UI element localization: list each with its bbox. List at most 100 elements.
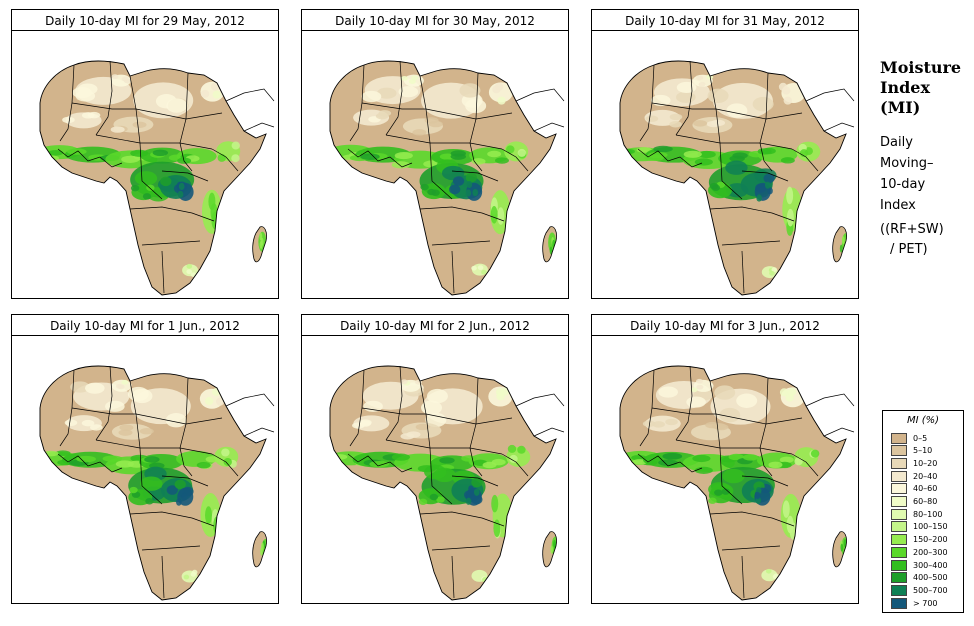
moisture-patch [174,479,186,490]
moisture-patch [497,96,506,105]
moisture-patch [722,468,745,484]
moisture-patch [375,112,389,120]
legend-swatch [891,432,907,444]
arabian-peninsula-outline [225,393,275,437]
moisture-patch [105,400,125,412]
moisture-patch [707,88,729,103]
moisture-patch [669,113,683,121]
moisture-patch [361,90,382,103]
map-canvas [619,365,855,601]
legend-label: 500–700 [913,585,948,595]
moisture-patch [512,247,518,257]
moisture-patch [652,421,665,428]
moisture-patch [411,75,419,81]
legend-label: > 700 [913,598,938,608]
moisture-patch [200,89,210,98]
moisture-patch [259,240,263,249]
moisture-patch [757,148,772,155]
panel-title: Daily 10-day MI for 2 Jun., 2012 [301,314,569,338]
moisture-patch [215,397,225,406]
moisture-patch [509,454,518,463]
moisture-patch [412,129,427,136]
moisture-patch [683,150,702,158]
moisture-patch [692,454,711,463]
moisture-patch [698,81,706,87]
map-canvas [619,60,855,296]
moisture-patch [676,81,697,94]
moisture-patch [752,96,774,112]
moisture-patch [436,496,445,503]
moisture-patch [644,154,665,162]
moisture-patch [85,382,105,394]
panel-title: Daily 10-day MI for 30 May, 2012 [301,9,569,33]
africa-moisture-map [301,335,569,604]
moisture-patch [129,486,138,494]
moisture-patch [111,74,119,80]
moisture-patch [492,85,501,94]
moisture-patch [787,387,797,396]
moisture-patch [429,493,439,501]
moisture-patch [459,83,481,98]
moisture-patch [471,477,483,488]
moisture-patch [512,547,517,558]
moisture-patch [400,379,408,385]
moisture-patch [779,456,794,463]
moisture-patch [134,171,158,186]
country-borders [57,60,239,294]
africa-moisture-map [11,335,279,604]
moisture-patch [181,493,188,501]
moisture-patch [468,485,474,493]
moisture-patch [196,461,211,469]
map-panel-1: Daily 10-day MI for 29 May, 2012 [11,9,279,299]
moisture-patch [210,82,220,91]
moisture-patch [495,157,510,164]
description-line: Moving– [880,156,934,171]
legend-swatch [891,457,907,469]
legend-label: 60–80 [913,497,938,506]
moisture-patch [223,540,228,551]
moisture-patch [218,548,223,559]
moisture-patch [719,407,741,423]
index-description: Daily Moving– 10-day Index [880,132,972,216]
moisture-patch [452,176,465,186]
moisture-zone [217,539,230,564]
legend-swatch [891,546,907,558]
moisture-patch [82,112,95,119]
moisture-patch [706,120,721,128]
moisture-patch [780,157,795,164]
moisture-patch [330,458,341,464]
moisture-patch [139,428,154,435]
africa-moisture-map [11,30,279,299]
panel-title: Daily 10-day MI for 31 May, 2012 [591,9,859,33]
moisture-patch [658,386,678,398]
moisture-patch [803,545,808,555]
moisture-patch [786,208,794,227]
moisture-patch [186,269,192,275]
moisture-patch [658,459,678,466]
moisture-patch [802,538,807,548]
moisture-patch [765,568,772,574]
map-panel-3: Daily 10-day MI for 31 May, 2012 [591,9,859,299]
moisture-patch [779,388,789,397]
moisture-patch [799,149,809,158]
moisture-zone [216,235,229,260]
index-title: Moisture Index (MI) [880,58,970,118]
arabian-peninsula-outline [805,88,855,132]
moisture-patch [840,543,844,552]
legend-row: 500–700 [891,584,948,596]
moisture-patch [795,234,800,244]
moisture-patch [358,420,372,427]
moisture-patch [764,181,771,189]
moisture-patch [394,152,413,160]
index-title-line: (MI) [880,98,921,117]
moisture-patch [421,400,443,415]
moisture-patch [693,120,708,127]
legend-row: 400–500 [891,572,948,584]
moisture-patch [471,158,486,165]
moisture-patch [215,239,220,249]
moisture-patch [428,120,443,128]
moisture-patch [130,184,140,192]
moisture-patch [415,423,430,431]
moisture-patch [204,397,214,406]
moisture-patch [491,494,499,513]
